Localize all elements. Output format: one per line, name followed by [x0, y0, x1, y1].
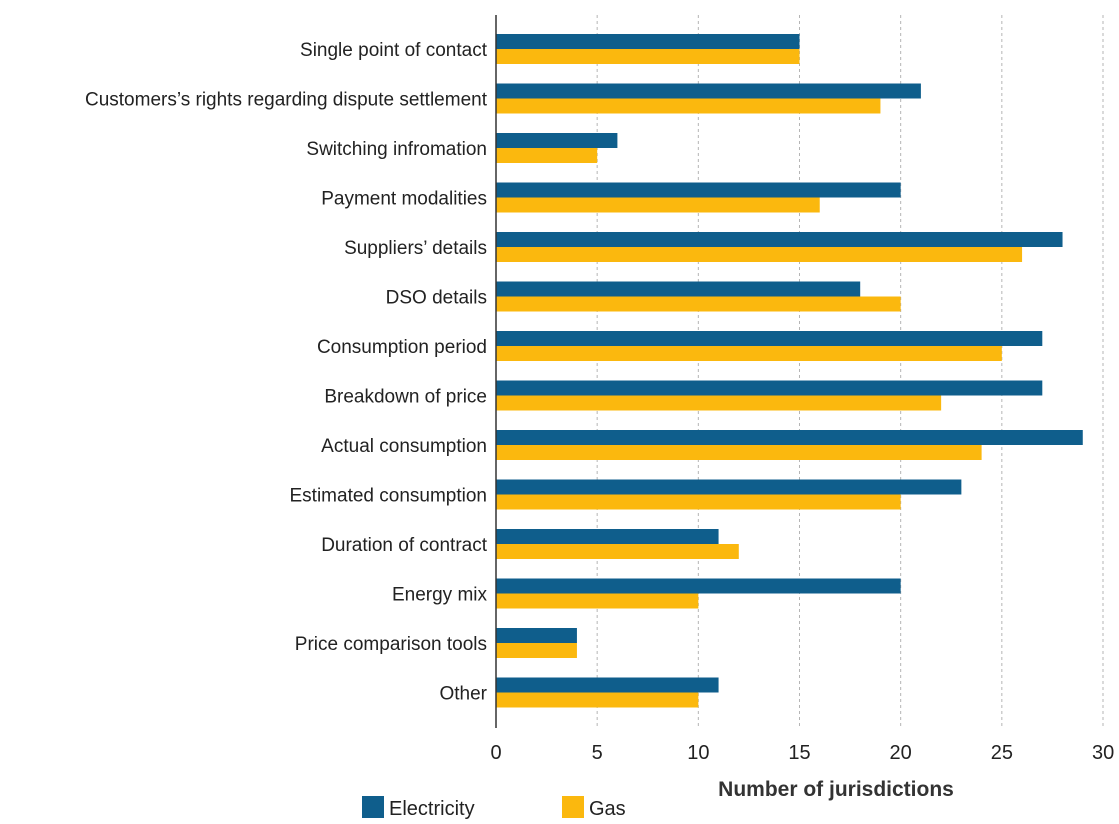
x-tick-label: 30 [1092, 742, 1114, 764]
bar-gas [496, 544, 739, 559]
category-label: Other [439, 684, 487, 705]
legend: Electricity Gas [362, 796, 626, 820]
x-tick-label: 10 [687, 742, 709, 764]
legend-swatch-gas [562, 796, 584, 818]
bar-electricity [496, 529, 719, 544]
bar-gas [496, 643, 577, 658]
gridlines [596, 15, 1104, 728]
category-label: Payment modalities [321, 189, 487, 210]
legend-swatch-electricity [362, 796, 384, 818]
bar-electricity [496, 182, 901, 198]
category-label: Switching infromation [306, 139, 487, 160]
bar-gas [496, 395, 942, 411]
bar-gas [496, 98, 881, 114]
bar-electricity [496, 578, 901, 594]
bar-gas [496, 148, 598, 163]
category-label: Estimated consumption [290, 486, 488, 507]
category-label: Duration of contract [321, 535, 488, 556]
bar-gas [496, 494, 901, 510]
x-tick-label: 15 [788, 742, 810, 764]
bar-gas [496, 692, 699, 708]
x-tick-label: 5 [592, 742, 603, 764]
x-tick-label: 25 [991, 742, 1013, 764]
bar-gas [496, 346, 1002, 361]
x-tick-label: 20 [890, 742, 912, 764]
bar-electricity [496, 232, 1063, 247]
bar-gas [496, 296, 901, 312]
bar-electricity [496, 628, 577, 643]
category-label: Single point of contact [300, 40, 488, 61]
category-labels: Single point of contact Customers’s right… [85, 40, 488, 705]
category-label: Consumption period [317, 337, 487, 358]
bar-electricity [496, 479, 962, 495]
bar-electricity [496, 83, 921, 99]
category-label: Actual consumption [321, 436, 487, 457]
category-label: Breakdown of price [324, 387, 487, 408]
x-axis-title: Number of jurisdictions [718, 778, 954, 801]
category-label: Price comparison tools [295, 634, 487, 655]
category-label: DSO details [386, 288, 487, 309]
x-tick-labels: 0 5 10 15 20 25 30 [490, 742, 1114, 764]
category-label: Suppliers’ details [344, 238, 487, 259]
bar-electricity [496, 380, 1043, 396]
bar-electricity [496, 677, 719, 693]
legend-label-electricity: Electricity [389, 798, 475, 819]
bar-electricity [496, 34, 800, 49]
bar-gas [496, 593, 699, 609]
x-tick-label: 0 [490, 742, 501, 764]
bar-electricity [496, 133, 618, 148]
bar-electricity [496, 430, 1083, 445]
bar-gas [496, 49, 800, 64]
bar-gas [496, 247, 1023, 262]
bar-gas [496, 445, 982, 460]
bar-gas [496, 197, 820, 213]
category-label: Energy mix [392, 585, 488, 606]
bar-electricity [496, 281, 861, 297]
legend-label-gas: Gas [589, 798, 626, 819]
bar-electricity [496, 331, 1043, 346]
bars [496, 34, 1083, 708]
category-label: Customers’s rights regarding dispute set… [85, 90, 488, 111]
